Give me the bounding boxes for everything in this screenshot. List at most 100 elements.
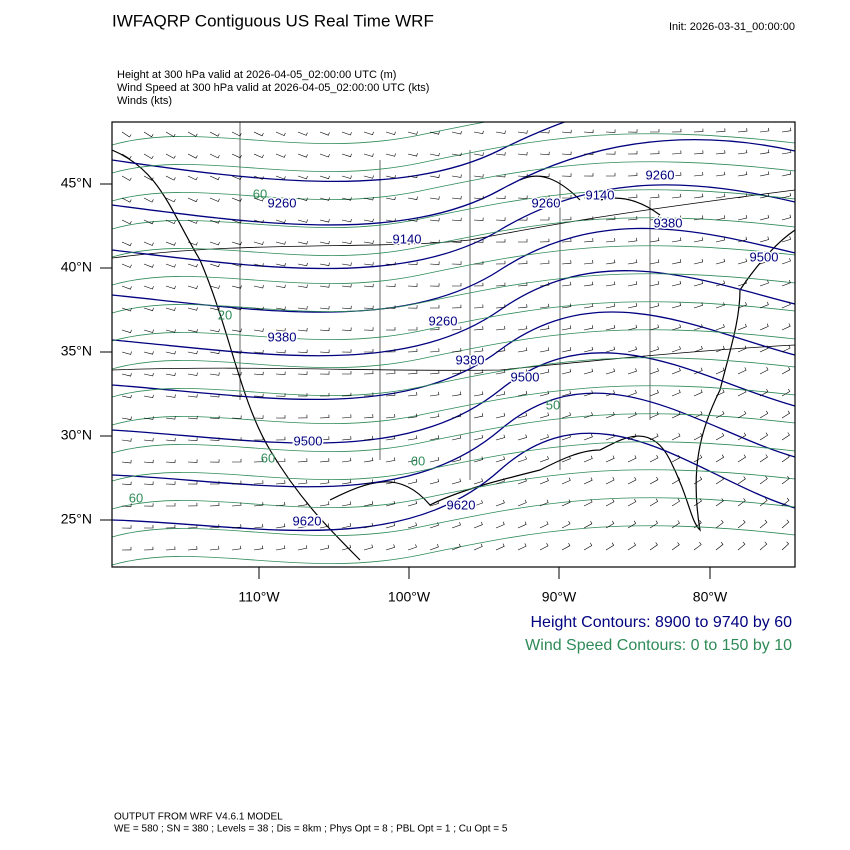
wind-barb — [275, 480, 286, 485]
wind-barb — [583, 238, 594, 243]
wind-barb — [715, 150, 726, 155]
wind-barb — [231, 458, 242, 463]
wind-barb — [407, 131, 418, 135]
wind-barb — [495, 391, 506, 397]
wind-barb — [297, 501, 308, 507]
wind-barb — [297, 349, 308, 354]
wind-barb — [165, 351, 176, 355]
wind-barb — [254, 437, 264, 441]
wind-barb — [407, 174, 418, 179]
wind-barb — [473, 130, 484, 135]
wind-barb — [605, 520, 615, 529]
wind-legend: Wind Speed Contours: 0 to 150 by 10 — [525, 637, 792, 654]
wind-contour-label: 60 — [253, 186, 267, 201]
wind-barb — [385, 153, 396, 157]
wind-barb — [649, 150, 660, 155]
wind-barb — [253, 153, 264, 158]
wind-barb — [451, 521, 461, 529]
wind-barb — [561, 368, 572, 375]
wind-barb — [737, 215, 748, 221]
map-content — [112, 122, 795, 566]
wind-barb — [495, 260, 506, 265]
wind-barb — [781, 432, 790, 441]
wind-barb — [407, 218, 418, 222]
wind-barb — [649, 215, 660, 221]
wind-barb — [297, 523, 308, 529]
wind-barb — [495, 239, 506, 243]
wind-barb — [121, 373, 132, 377]
wind-barb — [187, 524, 198, 529]
height-contour-label: 9620 — [293, 513, 322, 528]
wind-barb — [517, 173, 528, 178]
wind-barb — [605, 129, 616, 133]
wind-barb — [143, 546, 154, 551]
wind-barb — [429, 435, 440, 441]
wind-contour — [112, 385, 795, 426]
wind-barb — [363, 197, 374, 201]
wind-barb — [495, 347, 506, 353]
wind-barb — [605, 498, 615, 507]
footer-params: WE = 580 ; SN = 380 ; Levels = 38 ; Dis … — [114, 824, 508, 835]
wind-barb — [209, 285, 220, 289]
wind-barb — [429, 131, 440, 135]
wind-barb — [539, 195, 550, 199]
wind-contour — [112, 441, 795, 482]
wind-barb — [759, 280, 769, 287]
wind-barb — [363, 131, 374, 136]
wind-barb — [759, 193, 770, 199]
wind-barb — [275, 436, 286, 441]
wind-barb — [737, 323, 747, 331]
wind-barb — [671, 237, 682, 243]
wind-barb — [143, 438, 154, 442]
wind-barb — [737, 454, 747, 463]
wind-barb — [143, 197, 154, 203]
wind-barb — [715, 410, 725, 419]
wind-barb — [627, 520, 637, 529]
wind-barb — [737, 345, 747, 353]
wind-barb — [693, 193, 704, 199]
wind-barb — [363, 240, 374, 244]
wind-barb — [385, 370, 396, 375]
wind-barb — [187, 175, 198, 181]
wind-barb — [363, 435, 374, 441]
wind-barb — [693, 215, 704, 221]
wind-barb — [143, 219, 154, 225]
coastline — [329, 229, 795, 532]
wind-barb — [605, 433, 615, 441]
wind-barb — [187, 481, 198, 485]
height-contour-label: 9380 — [456, 352, 485, 367]
wind-barb — [781, 236, 791, 243]
wind-barb — [759, 345, 769, 353]
wind-barb — [275, 545, 286, 551]
wind-barb — [737, 193, 748, 199]
wind-barb — [737, 476, 746, 485]
wind-barb — [407, 500, 418, 507]
wind-barb — [759, 214, 770, 221]
wind-barb — [561, 390, 571, 397]
wind-barb — [121, 241, 132, 247]
wind-barb — [209, 459, 220, 463]
wind-barb — [253, 523, 264, 529]
wind-barb — [539, 434, 549, 441]
wind-barb — [429, 239, 440, 244]
wind-barb — [231, 502, 242, 507]
height-contour — [112, 270, 795, 357]
wind-barb — [451, 326, 462, 331]
wind-barb — [253, 175, 264, 180]
wind-barb — [275, 523, 286, 529]
wind-barb — [715, 520, 724, 529]
wind-barb — [715, 258, 726, 265]
wind-barb — [341, 218, 352, 223]
wind-barb — [187, 415, 198, 420]
wind-barb — [737, 541, 746, 551]
wind-barb — [231, 285, 242, 289]
wind-barb — [561, 434, 571, 441]
wind-barb — [231, 545, 242, 551]
wind-barb — [693, 476, 703, 485]
wind-barb — [209, 480, 220, 485]
wind-barb — [121, 503, 132, 507]
wind-barb — [429, 174, 440, 178]
wind-contour — [112, 301, 795, 342]
wind-barb — [693, 150, 704, 155]
wind-barb — [121, 351, 132, 355]
